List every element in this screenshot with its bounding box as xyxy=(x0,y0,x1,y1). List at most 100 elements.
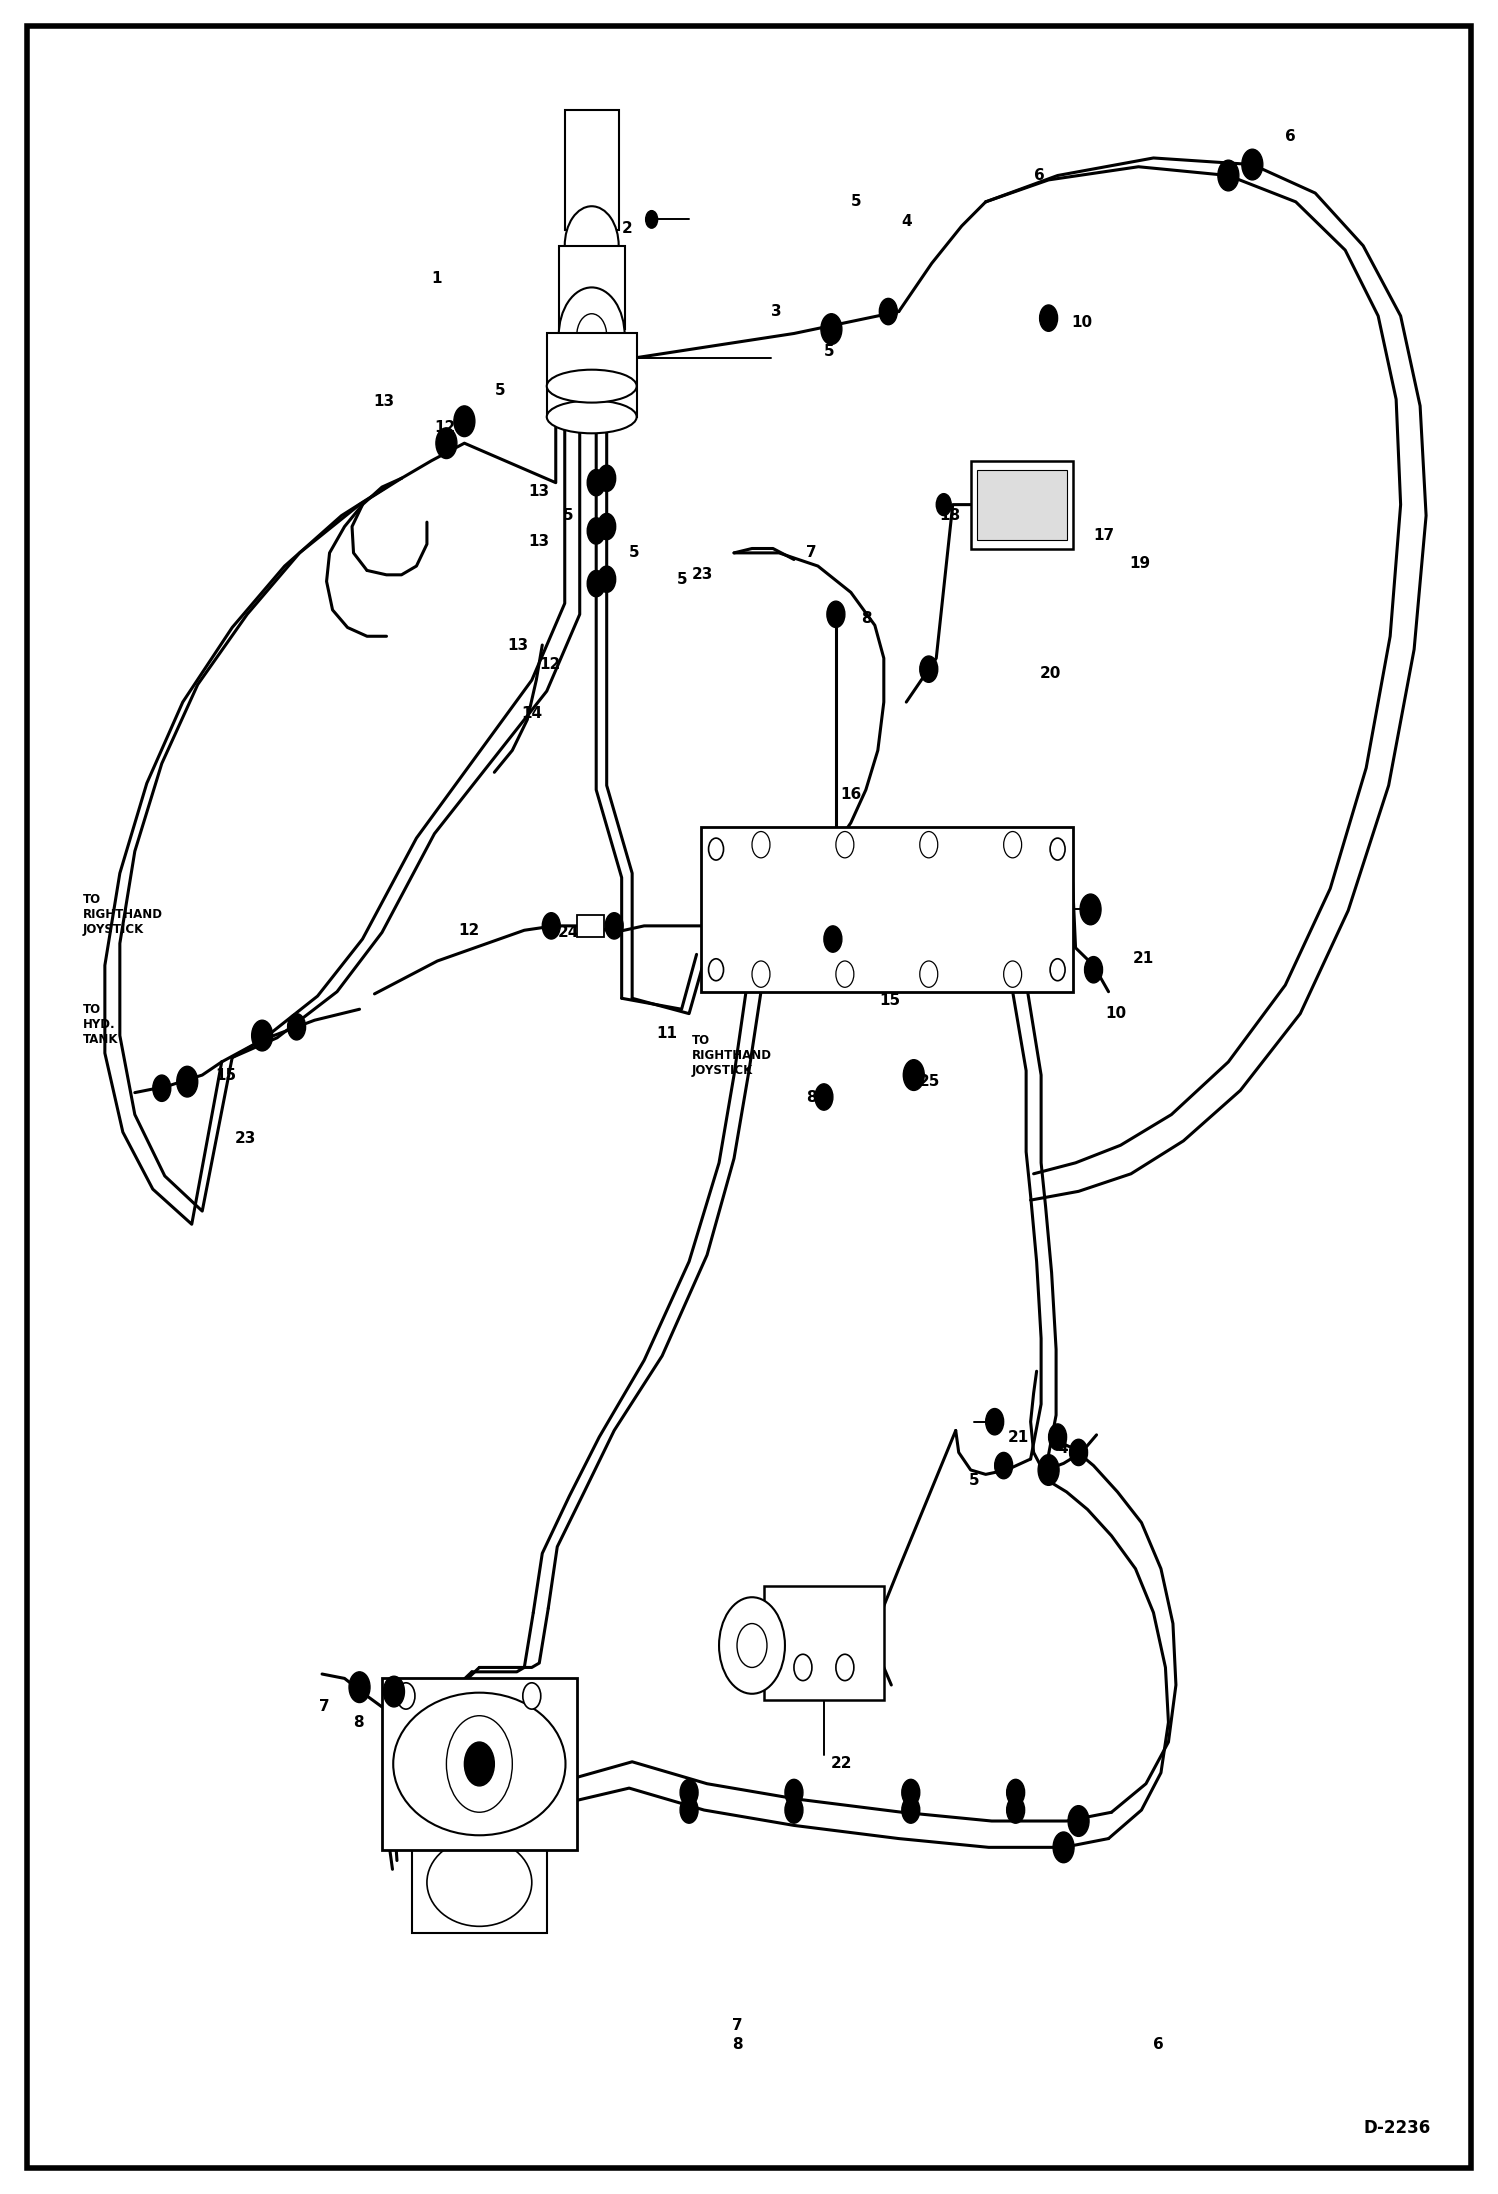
FancyBboxPatch shape xyxy=(764,1586,884,1700)
Circle shape xyxy=(719,1597,785,1694)
Text: 4: 4 xyxy=(1058,1441,1068,1455)
Text: 15: 15 xyxy=(879,994,900,1007)
Text: 6: 6 xyxy=(1153,2038,1164,2051)
Text: 21: 21 xyxy=(1132,952,1153,965)
Text: 8: 8 xyxy=(806,1090,816,1104)
Circle shape xyxy=(986,1409,1004,1435)
Circle shape xyxy=(785,1779,803,1806)
Circle shape xyxy=(752,832,770,858)
FancyBboxPatch shape xyxy=(977,470,1067,540)
FancyBboxPatch shape xyxy=(559,246,625,329)
Text: 18: 18 xyxy=(939,509,960,522)
Text: 4: 4 xyxy=(902,215,912,228)
Circle shape xyxy=(383,1676,404,1707)
Circle shape xyxy=(598,465,616,491)
Text: TO
RIGHTHAND
JOYSTICK: TO RIGHTHAND JOYSTICK xyxy=(692,1033,771,1077)
Text: TO
RIGHTHAND
JOYSTICK: TO RIGHTHAND JOYSTICK xyxy=(82,893,162,937)
Circle shape xyxy=(1004,961,1022,987)
Text: 10: 10 xyxy=(1106,1007,1126,1020)
Ellipse shape xyxy=(427,1839,532,1926)
Text: 6: 6 xyxy=(1034,169,1044,182)
Circle shape xyxy=(1080,895,1101,926)
Text: 13: 13 xyxy=(529,485,550,498)
Circle shape xyxy=(252,1020,273,1051)
Text: 22: 22 xyxy=(831,1757,852,1771)
Circle shape xyxy=(902,1797,920,1823)
FancyBboxPatch shape xyxy=(565,110,619,230)
Text: 6: 6 xyxy=(1285,129,1296,143)
Circle shape xyxy=(1038,1455,1059,1485)
Circle shape xyxy=(288,1014,306,1040)
Circle shape xyxy=(680,1779,698,1806)
Circle shape xyxy=(177,1066,198,1097)
Text: 14: 14 xyxy=(521,706,542,720)
Text: 5: 5 xyxy=(824,344,834,358)
Text: 7: 7 xyxy=(319,1700,330,1714)
Text: 3: 3 xyxy=(771,305,782,318)
FancyBboxPatch shape xyxy=(701,827,1073,992)
Text: 5: 5 xyxy=(677,573,688,586)
Text: D-2236: D-2236 xyxy=(1363,2119,1431,2137)
Circle shape xyxy=(464,1742,494,1786)
Circle shape xyxy=(647,213,656,226)
Text: 16: 16 xyxy=(840,788,861,801)
Circle shape xyxy=(936,494,951,516)
Circle shape xyxy=(836,961,854,987)
Circle shape xyxy=(709,959,724,981)
Circle shape xyxy=(1050,959,1065,981)
Circle shape xyxy=(587,470,605,496)
Circle shape xyxy=(542,913,560,939)
Circle shape xyxy=(836,1654,854,1681)
Ellipse shape xyxy=(392,1694,566,1834)
Circle shape xyxy=(995,1452,1013,1479)
Circle shape xyxy=(903,1060,924,1090)
Text: 1: 1 xyxy=(431,272,442,285)
Circle shape xyxy=(397,1683,415,1709)
Circle shape xyxy=(153,1075,171,1101)
Circle shape xyxy=(836,832,854,858)
Text: 5: 5 xyxy=(629,546,640,559)
Circle shape xyxy=(902,1779,920,1806)
Circle shape xyxy=(1007,1797,1025,1823)
Text: 12: 12 xyxy=(539,658,560,671)
Circle shape xyxy=(1050,838,1065,860)
Circle shape xyxy=(1053,1832,1074,1863)
Circle shape xyxy=(446,1716,512,1812)
Circle shape xyxy=(821,314,842,344)
Circle shape xyxy=(1085,957,1103,983)
Text: 8: 8 xyxy=(861,612,872,625)
Circle shape xyxy=(436,428,457,459)
Circle shape xyxy=(598,513,616,540)
Text: 5: 5 xyxy=(969,1474,980,1488)
Circle shape xyxy=(587,570,605,597)
Text: 5: 5 xyxy=(851,195,861,208)
Circle shape xyxy=(577,314,607,358)
Circle shape xyxy=(815,1084,833,1110)
Text: 10: 10 xyxy=(1071,316,1092,329)
Text: 8: 8 xyxy=(809,935,819,948)
Text: 23: 23 xyxy=(692,568,713,581)
Text: 12: 12 xyxy=(434,421,455,434)
Circle shape xyxy=(827,601,845,627)
Text: 2: 2 xyxy=(622,222,632,235)
Circle shape xyxy=(1004,832,1022,858)
Circle shape xyxy=(752,961,770,987)
Circle shape xyxy=(737,1624,767,1667)
Circle shape xyxy=(605,913,623,939)
FancyBboxPatch shape xyxy=(382,1678,577,1850)
FancyBboxPatch shape xyxy=(412,1850,547,1933)
Circle shape xyxy=(1218,160,1239,191)
Circle shape xyxy=(680,1797,698,1823)
Circle shape xyxy=(646,211,658,228)
Circle shape xyxy=(1049,1424,1067,1450)
Text: 25: 25 xyxy=(918,1075,939,1088)
Text: 19: 19 xyxy=(1129,557,1150,570)
Circle shape xyxy=(587,518,605,544)
Text: 12: 12 xyxy=(533,1687,554,1700)
Text: 5: 5 xyxy=(563,509,574,522)
Circle shape xyxy=(1007,1779,1025,1806)
Circle shape xyxy=(879,298,897,325)
Circle shape xyxy=(920,961,938,987)
Ellipse shape xyxy=(547,371,637,404)
Circle shape xyxy=(794,1654,812,1681)
